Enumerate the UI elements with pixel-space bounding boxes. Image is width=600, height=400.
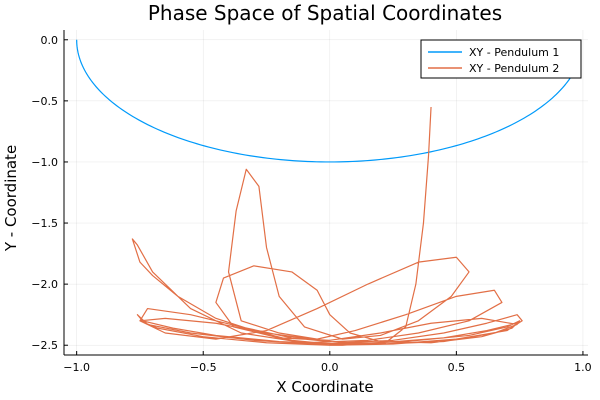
x-tick-label: 0.0 (321, 361, 339, 374)
legend-label-pendulum-1: XY - Pendulum 1 (469, 46, 559, 59)
y-tick-label: −2.5 (31, 339, 58, 352)
y-tick-label: 0.0 (41, 34, 59, 47)
x-tick-label: 1.0 (574, 361, 592, 374)
y-tick-label: −2.0 (31, 278, 58, 291)
series-layer (76, 39, 574, 346)
y-tick-label: −0.5 (31, 95, 58, 108)
axes-layer (63, 30, 588, 356)
ticks-layer: −1.0 −0.5 0.0 0.5 1.0 0.0 −0.5 −1.0 −1.5 −2.0 −2.5 (31, 34, 591, 374)
legend-box (420, 39, 582, 79)
y-tick-label: −1.5 (31, 217, 58, 230)
grid-layer (64, 30, 588, 355)
x-tick-label: −0.5 (190, 361, 217, 374)
legend: XY - Pendulum 1 XY - Pendulum 2 (420, 39, 582, 79)
x-tick-label: 0.5 (448, 361, 466, 374)
x-axis-label: X Coordinate (276, 378, 373, 396)
chart-title: Phase Space of Spatial Coordinates (148, 1, 502, 25)
y-axis-label: Y - Coordinate (2, 145, 20, 252)
legend-label-pendulum-2: XY - Pendulum 2 (469, 62, 559, 75)
series-line-2 (131, 106, 523, 346)
y-tick-label: −1.0 (31, 156, 58, 169)
x-tick-label: −1.0 (63, 361, 90, 374)
series-line-1 (76, 39, 574, 163)
